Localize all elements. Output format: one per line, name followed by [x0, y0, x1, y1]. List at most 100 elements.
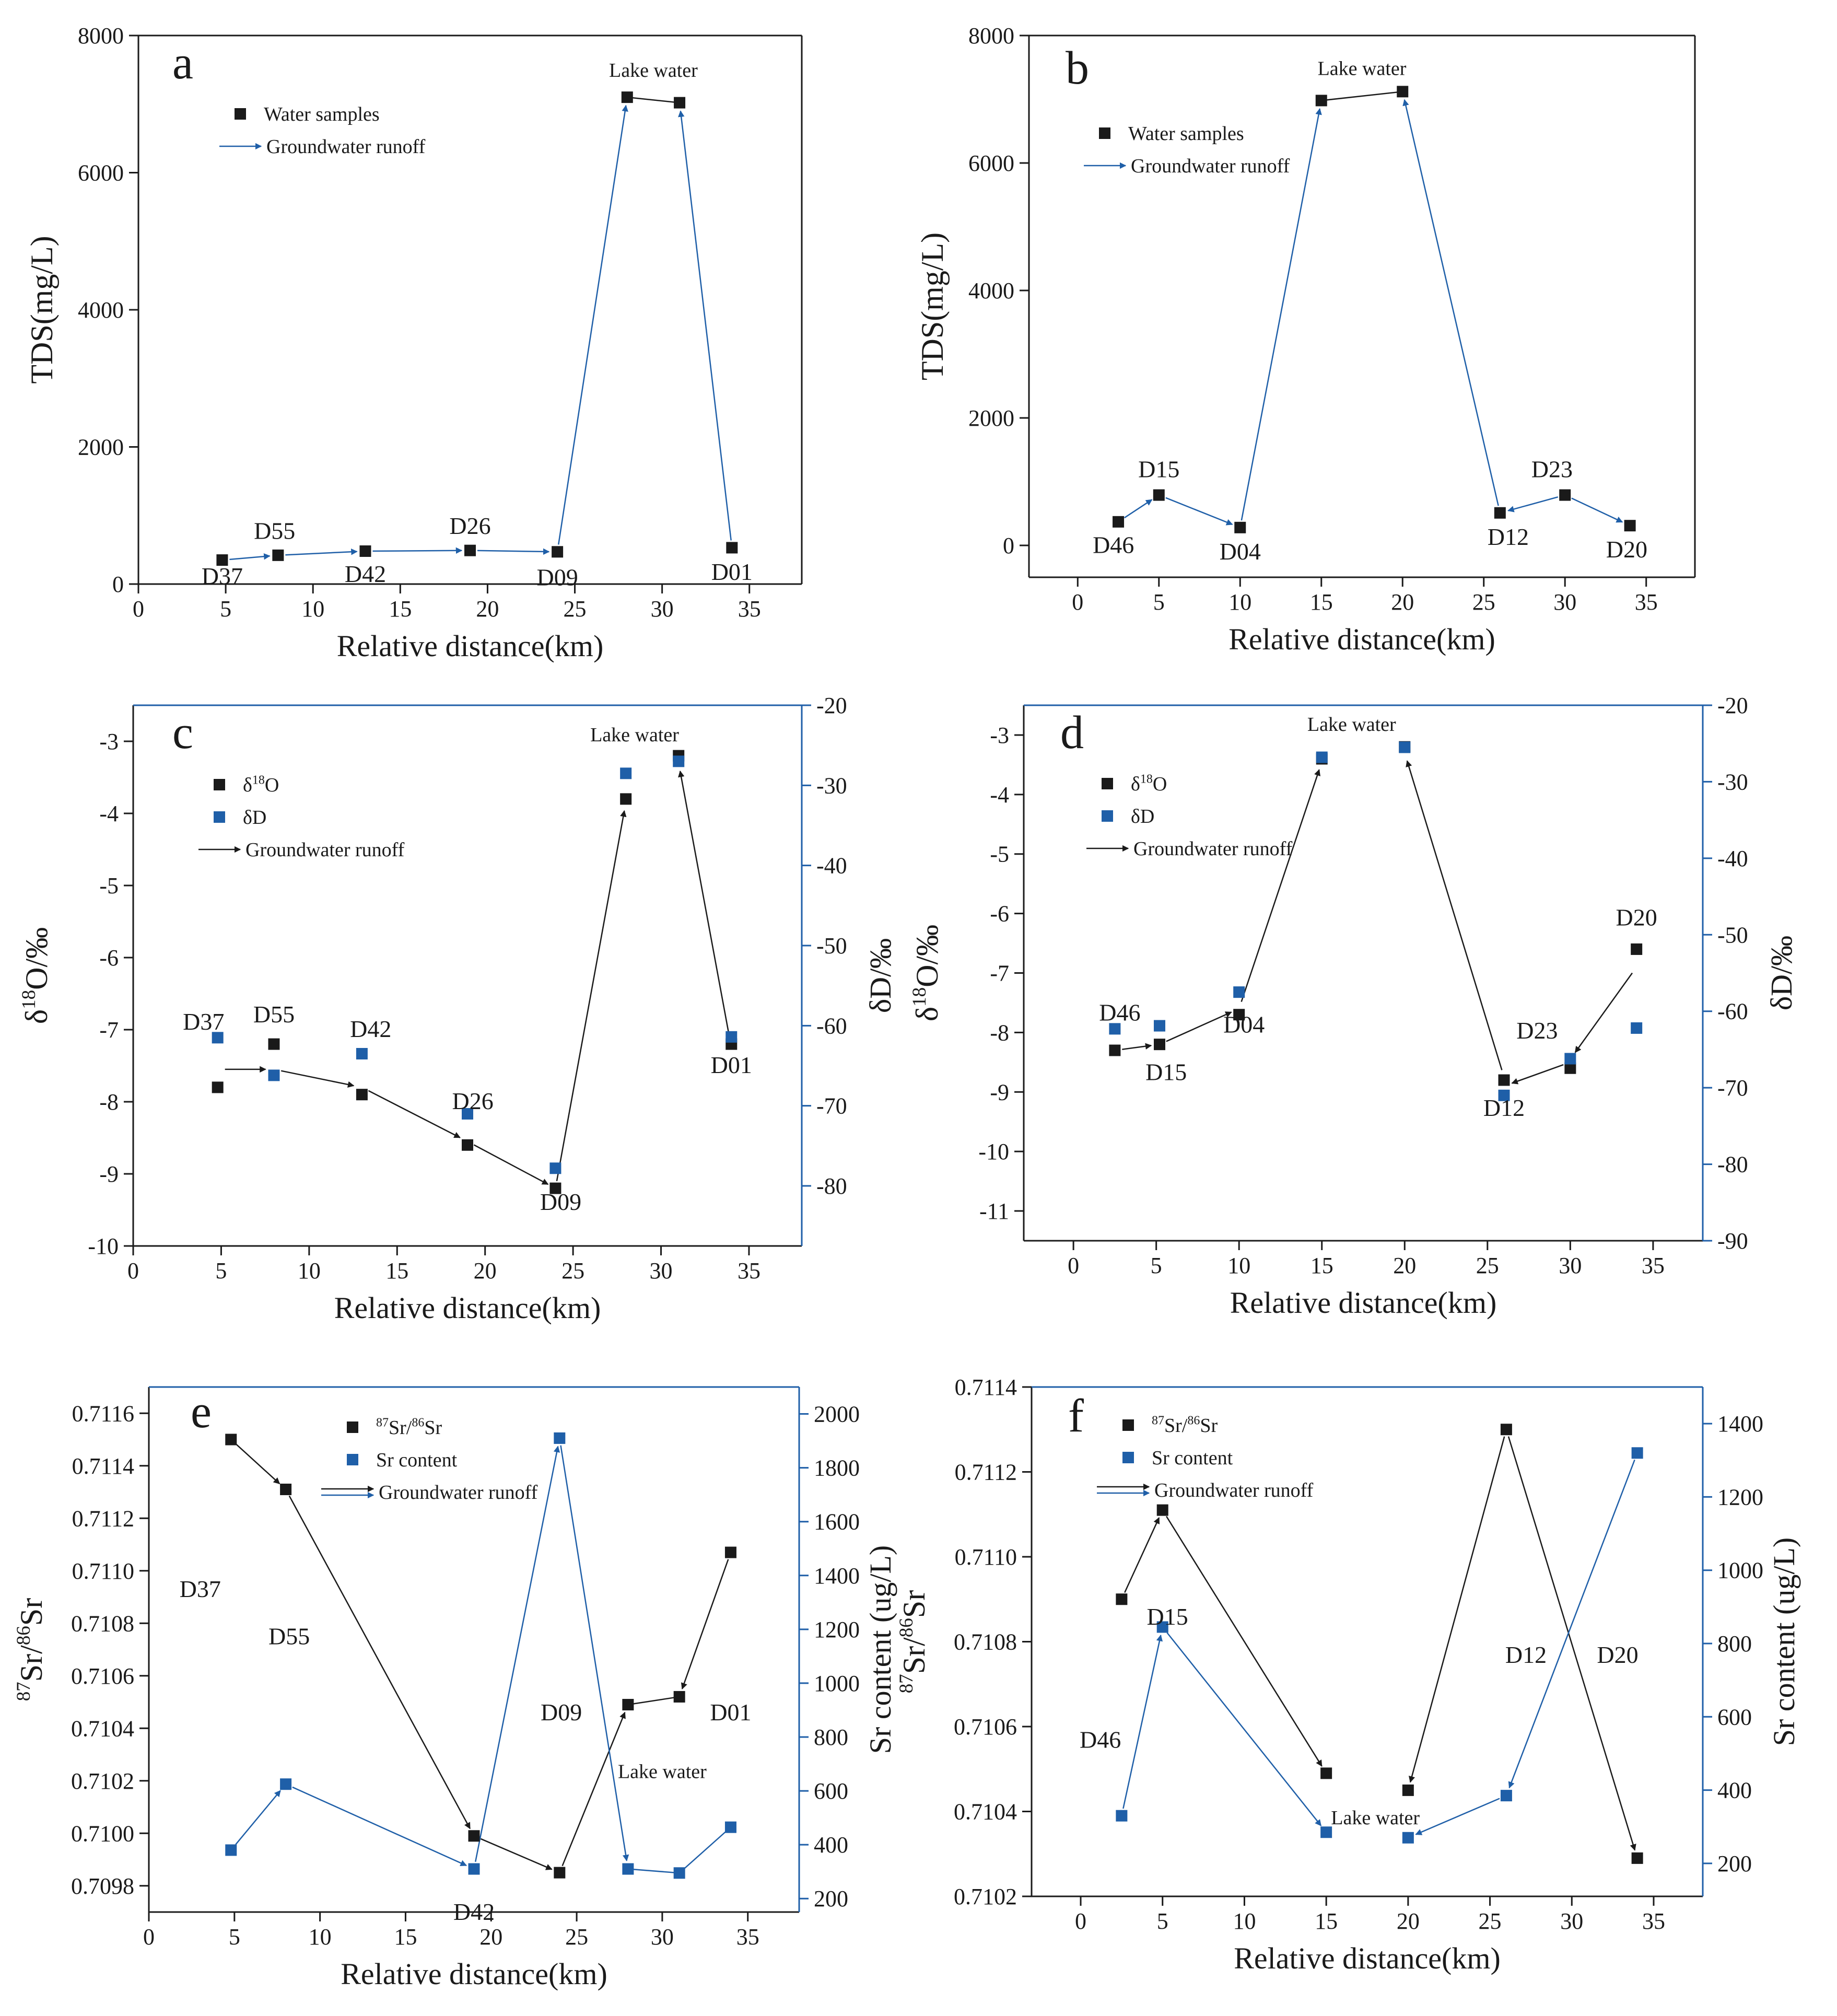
runoff-arrow — [678, 770, 731, 1041]
panel-a: 0 5 10 15 20 25 30 35 0 2000 4000 6000 8000 Relative … — [25, 23, 803, 663]
point-annotation: D46 — [1093, 532, 1134, 558]
legend-square-icon — [1102, 810, 1113, 822]
data-point — [225, 1434, 237, 1446]
point-annotation: D23 — [1531, 456, 1573, 482]
x-axis-title: Relative distance(km) — [1234, 1941, 1501, 1975]
legend-item: δ18O — [1102, 773, 1167, 795]
data-point — [268, 1069, 280, 1081]
y-right-tick-label: 1000 — [1717, 1558, 1763, 1583]
y-right-tick-label: 1800 — [814, 1455, 860, 1481]
x-tick-label: 0 — [1075, 1908, 1086, 1934]
data-point — [724, 1546, 736, 1558]
data-point — [726, 1031, 738, 1043]
x-tick-label: 15 — [1310, 589, 1333, 615]
y-tick-label: 0.7104 — [954, 1799, 1017, 1825]
point-annotation: D37 — [183, 1008, 224, 1035]
data-point — [1402, 1832, 1414, 1844]
data-point — [622, 1699, 634, 1711]
x-tick-label: 0 — [1068, 1253, 1079, 1278]
data-point — [620, 767, 632, 779]
runoff-arrow — [229, 553, 271, 561]
runoff-arrow — [285, 549, 358, 556]
y-right-tick-label: 400 — [1717, 1778, 1752, 1803]
x-tick-label: 5 — [220, 596, 231, 622]
y-tick-label: 2000 — [78, 435, 124, 460]
runoff-arrow — [1166, 1632, 1322, 1826]
panel-e: 0 5 10 15 20 25 30 35 0.7098 0.7100 0.7102 0.7104 0.… — [13, 1386, 897, 1991]
data-point — [1631, 1447, 1643, 1459]
point-annotation: D42 — [453, 1898, 495, 1925]
data-point — [724, 1821, 736, 1833]
legend-label: δ18O — [243, 774, 279, 796]
x-tick-label: 10 — [298, 1258, 321, 1284]
point-annotation: D37 — [180, 1576, 221, 1602]
y-tick-label: -3 — [99, 729, 119, 754]
y-right-axis-title: Sr content (ug/L) — [863, 1545, 897, 1754]
runoff-arrow — [1574, 972, 1633, 1053]
runoff-arrow — [1508, 1459, 1635, 1789]
legend-label: δ18O — [1131, 773, 1167, 795]
x-tick-label: 30 — [1553, 589, 1576, 615]
data-point — [1156, 1504, 1168, 1516]
point-annotation: D01 — [711, 558, 753, 585]
data-point — [1116, 1593, 1128, 1605]
data-point — [212, 1032, 224, 1044]
x-axis-title: Relative distance(km) — [341, 1957, 607, 1991]
data-point — [673, 1867, 685, 1879]
y-tick-label: -3 — [990, 723, 1009, 748]
data-point — [359, 545, 371, 557]
x-tick-label: 25 — [565, 1924, 588, 1950]
y-tick-label: 0.7102 — [71, 1768, 134, 1794]
point-annotation: D01 — [711, 1052, 752, 1078]
x-tick-label: 20 — [1397, 1908, 1420, 1934]
point-annotation: D37 — [202, 563, 243, 589]
y-tick-label: -6 — [99, 945, 119, 971]
data-point — [554, 1867, 566, 1879]
y-tick-label: 4000 — [968, 278, 1014, 304]
data-point — [726, 542, 738, 554]
x-tick-label: 20 — [479, 1924, 502, 1950]
y-right-tick-label: 200 — [814, 1886, 848, 1912]
y-tick-label: 0.7108 — [954, 1629, 1017, 1655]
y-tick-label: -10 — [978, 1139, 1009, 1164]
point-annotation: D20 — [1597, 1641, 1638, 1668]
x-tick-label: 15 — [389, 596, 412, 622]
legend-item: Water samples — [235, 103, 380, 125]
y-tick-label: -4 — [99, 801, 119, 826]
x-tick-label: 5 — [1153, 589, 1165, 615]
data-point — [1233, 1009, 1245, 1021]
y-tick-label: 0.7106 — [954, 1714, 1017, 1740]
y-right-tick-label: 1200 — [1717, 1484, 1763, 1510]
data-point — [673, 755, 685, 767]
y-right-tick-label: -40 — [1717, 846, 1748, 871]
y-tick-label: 0.7100 — [71, 1821, 134, 1846]
legend-item: δD — [214, 807, 266, 829]
x-tick-label: 30 — [1559, 1253, 1582, 1278]
y-right-tick-label: 1400 — [814, 1563, 860, 1589]
x-tick-label: 30 — [651, 1924, 674, 1950]
runoff-arrow — [475, 1446, 560, 1862]
data-point — [1397, 86, 1409, 98]
data-point — [1564, 1062, 1576, 1074]
runoff-arrow — [557, 104, 628, 545]
x-axis-title: Relative distance(km) — [1228, 622, 1495, 656]
point-annotation: Lake water — [1331, 1807, 1420, 1829]
runoff-arrow — [473, 1144, 549, 1185]
point-annotation: D15 — [1145, 1059, 1187, 1086]
data-point — [1233, 986, 1245, 998]
y-right-axis-title: δD/‰ — [863, 938, 897, 1013]
point-annotation: D46 — [1099, 999, 1140, 1026]
runoff-arrow — [235, 1790, 281, 1845]
legend-label: Sr content — [1152, 1447, 1233, 1469]
data-point — [622, 1863, 634, 1875]
runoff-arrow — [1507, 1436, 1636, 1851]
data-point — [468, 1830, 480, 1842]
data-point — [1631, 943, 1643, 955]
data-point — [1153, 489, 1165, 501]
y-tick-label: 0.7110 — [72, 1558, 134, 1584]
y-axis-title: 87Sr/86Sr — [896, 1590, 931, 1693]
y-axis-title: δ18O/‰ — [18, 927, 54, 1024]
data-point — [552, 546, 564, 558]
runoff-arrow — [561, 1711, 626, 1867]
y-tick-label: -11 — [979, 1198, 1009, 1224]
